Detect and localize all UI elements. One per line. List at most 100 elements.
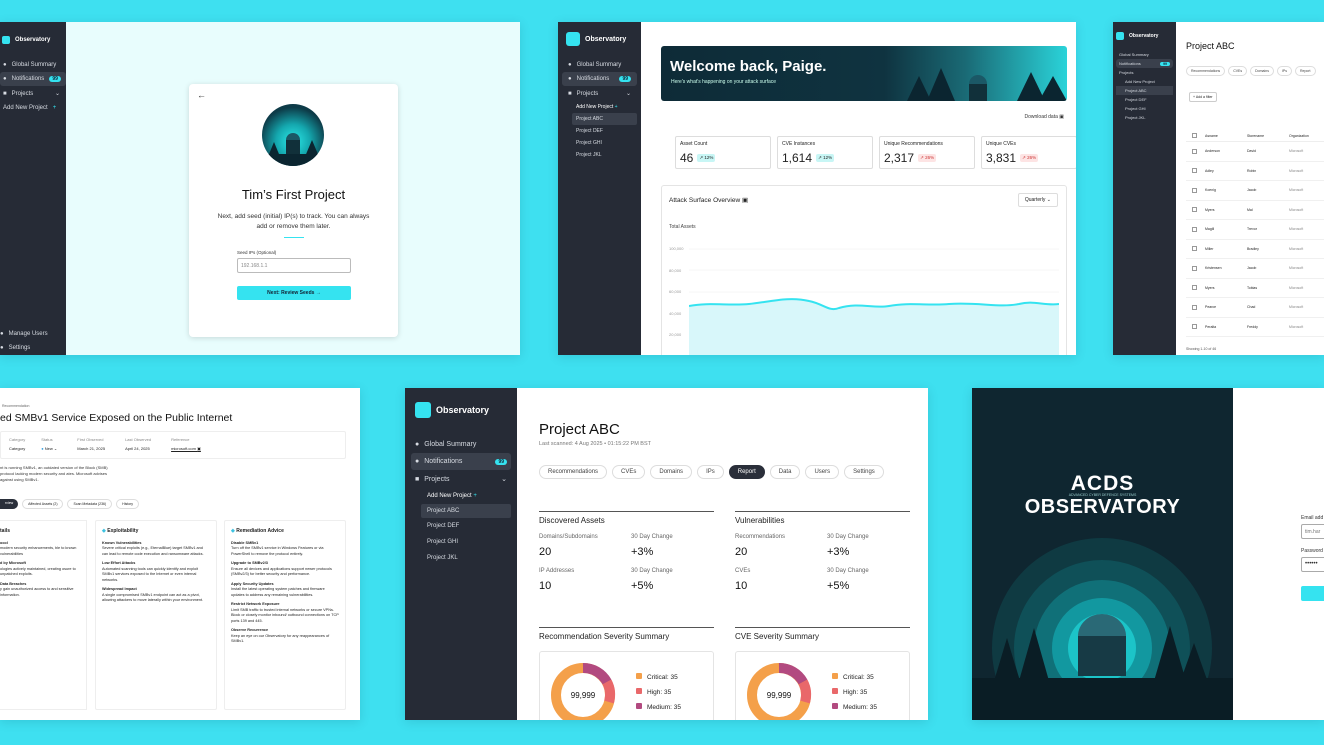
row-checkbox[interactable] [1192,168,1197,174]
nav-projects[interactable]: Projects [1119,70,1134,75]
table-cell: Microsoft [1289,168,1304,173]
nav-project-def[interactable]: Project DEF [1125,97,1147,102]
table-row[interactable]: Magill Trevor Microsoft [1186,220,1324,240]
period-select[interactable]: Quarterly ⌄ [1017,193,1058,207]
gear-icon: ● [0,345,4,351]
nav-project-ghi[interactable]: Project GHI [576,140,602,146]
notifications-badge: 99 [1160,61,1170,66]
tab-history[interactable]: History [116,499,140,509]
back-arrow-icon[interactable]: ← [197,90,206,100]
tab-bar: Recommendations CVEs Domains IPs Report … [539,465,884,479]
nav-global-summary[interactable]: ● Global Summary [3,62,57,68]
next-review-seeds-button[interactable]: Next: Review Seeds → [237,286,351,300]
assets-table: Asname Storename Organization Anderson Da… [1186,130,1324,337]
table-row[interactable]: Peralta Freddy Microsoft [1186,318,1324,337]
row-checkbox[interactable] [1192,148,1197,154]
password-input[interactable]: •••••• [1301,557,1324,572]
nav-manage-users[interactable]: ● Manage Users [0,331,48,337]
reference-link[interactable]: microsoft.com ▣ [171,446,201,451]
table-row[interactable]: Miller Bradley Microsoft [1186,240,1324,259]
shield-check-icon: ◈ [231,528,235,534]
brand: Observatory [0,36,66,44]
seed-ips-input[interactable]: 192.168.1.1 [237,258,351,273]
tab-recommendations[interactable]: Recommendations [539,465,608,479]
nav-add-new-project[interactable]: Add New Project + [427,493,477,499]
tab-scan-metadata[interactable]: Scan Metadata (236) [67,499,113,509]
chevron-down-icon: ⌄ [501,476,507,483]
tab-domains[interactable]: Domains [1250,66,1274,76]
table-row[interactable]: Pearce Chad Microsoft [1186,298,1324,318]
page-title: Project ABC [539,421,620,438]
table-row[interactable]: Myers Tobias Microsoft [1186,279,1324,298]
row-checkbox[interactable] [1192,246,1197,252]
tab-report[interactable]: Report [1295,66,1316,76]
last-scanned: Last scanned: 4 Aug 2025 • 01:15:22 PM B… [539,441,652,447]
sign-in-button[interactable] [1301,586,1324,601]
nav-notifications[interactable]: ● Notifications 99 [562,72,637,86]
email-input[interactable]: tim.har [1301,524,1324,539]
nav-project-jkl[interactable]: Project JKL [576,152,602,158]
table-row[interactable]: Koenig Jacob Microsoft [1186,181,1324,201]
tab-ips[interactable]: IPs [697,465,724,479]
recommendation-screen: Recommendation ed SMBv1 Service Exposed … [0,388,360,720]
nav-global-summary[interactable]: Global Summary [1119,52,1149,57]
nav-add-new-project[interactable]: Add New Project + [3,105,57,111]
nav-project-abc[interactable]: Project ABC [572,113,637,125]
select-all-checkbox[interactable] [1192,133,1197,138]
nav-global-summary[interactable]: ● Global Summary [415,441,477,448]
nav-add-new-project[interactable]: Add New Project + [576,104,618,110]
row-checkbox[interactable] [1192,285,1197,291]
add-filter-button[interactable]: + Add a filter [1189,92,1217,102]
nav-project-jkl[interactable]: Project JKL [1125,115,1146,120]
nav-notifications[interactable]: Notifications 99 [1116,59,1173,68]
tab-recommendations[interactable]: Recommendations [1186,66,1226,76]
tab-report[interactable]: Report [728,465,765,479]
tab-cves[interactable]: CVEs [1228,66,1248,76]
nav-project-abc[interactable]: Project ABC [1116,86,1173,95]
row-checkbox[interactable] [1192,207,1197,213]
nav-add-new-project[interactable]: Add New Project [1125,79,1155,84]
table-cell: Myers [1205,207,1215,212]
row-checkbox[interactable] [1192,265,1197,271]
tab-settings[interactable]: Settings [844,465,884,479]
table-cell: Microsoft [1289,188,1304,193]
nav-project-def[interactable]: Project DEF [427,523,460,529]
nav-projects[interactable]: ■ Projects ⌄ [3,90,60,98]
nav-project-jkl[interactable]: Project JKL [427,555,458,561]
tab-data[interactable]: Data [769,465,801,479]
row-checkbox[interactable] [1192,226,1197,232]
stat-label: CVE Instances [782,141,816,147]
table-cell: Koenig [1205,188,1216,193]
row-checkbox[interactable] [1192,187,1197,193]
nav-project-ghi[interactable]: Project GHI [1125,106,1146,111]
tab-cves[interactable]: CVEs [612,465,646,479]
nav-project-ghi[interactable]: Project GHI [427,539,459,545]
nav-project-def[interactable]: Project DEF [576,128,603,134]
row-checkbox[interactable] [1192,304,1197,310]
tab-domains[interactable]: Domains [650,465,693,479]
nav-projects[interactable]: ■ Projects ⌄ [568,90,631,98]
tab-users[interactable]: Users [805,465,840,479]
row-checkbox[interactable] [1192,324,1197,330]
observatory-wordmark: OBSERVATORY [1024,496,1181,518]
tab-overview[interactable]: rview [0,499,19,509]
nav-projects[interactable]: ■ Projects ⌄ [415,475,507,484]
sidebar: Observatory ● Global Summary ● Notificatio… [558,22,641,355]
tab-affected-assets[interactable]: Affected Assets (2) [22,499,64,509]
nav-notifications[interactable]: ● Notifications 99 [0,72,66,86]
nav-global-summary[interactable]: ● Global Summary [568,62,622,68]
table-row[interactable]: Kristensen Jacob Microsoft [1186,259,1324,279]
tab-ips[interactable]: IPs [1276,66,1293,76]
save-icon[interactable]: ▣ [741,197,749,204]
table-cell: Kristensen [1205,266,1222,271]
nav-settings[interactable]: ● Settings [0,345,31,351]
status-select[interactable]: ● New ⌄ [41,446,58,451]
nav-project-abc[interactable]: Project ABC [421,504,511,518]
category-select[interactable]: Category [9,446,26,451]
table-row[interactable]: Anderson David Microsoft [1186,142,1324,162]
stat-card: CVE Instances 1,614 ↗ 12% [777,136,873,169]
table-row[interactable]: Myers Mal Microsoft [1186,201,1324,220]
download-data-link[interactable]: Download data ▣ [1024,114,1064,120]
nav-notifications[interactable]: ● Notifications 99 [411,453,511,470]
table-row[interactable]: Adley Robin Microsoft [1186,162,1324,181]
